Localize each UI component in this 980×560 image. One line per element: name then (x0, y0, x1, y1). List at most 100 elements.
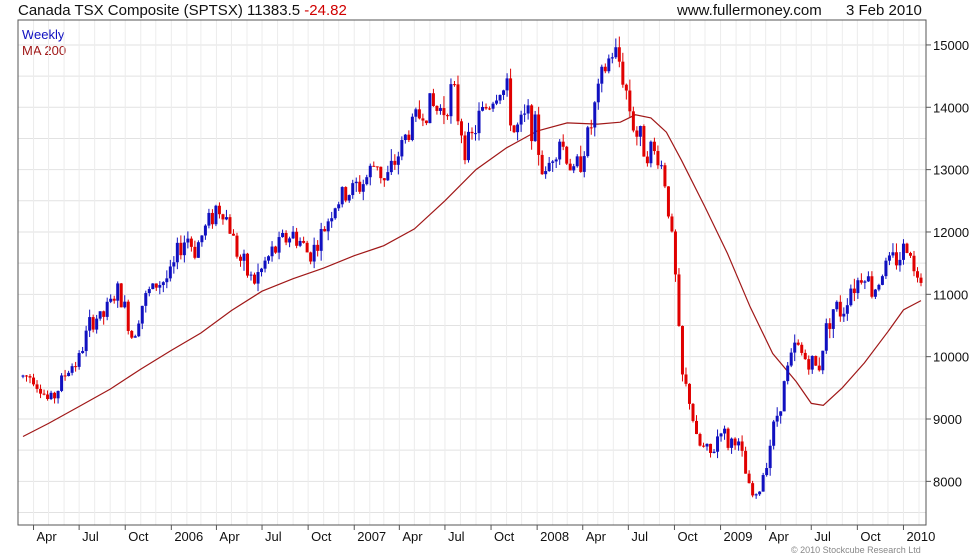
weekly-bar-body (908, 252, 912, 256)
weekly-bar-body (716, 436, 720, 452)
weekly-bar-body (540, 154, 544, 175)
weekly-bar-body (354, 181, 358, 184)
weekly-bar-body (870, 276, 874, 297)
weekly-bar-body (477, 110, 481, 134)
weekly-bar-body (270, 246, 274, 257)
weekly-bar-body (652, 141, 656, 152)
weekly-bar-body (544, 171, 548, 175)
x-tick-label: Apr (769, 529, 790, 544)
weekly-bar-body (49, 392, 53, 400)
weekly-bar-body (712, 451, 716, 453)
weekly-bar-body (600, 66, 604, 84)
y-tick-label: 10000 (933, 350, 969, 365)
weekly-bar-body (873, 289, 877, 297)
x-tick-label: Oct (677, 529, 698, 544)
weekly-bar-body (723, 428, 727, 434)
weekly-bar-body (561, 141, 565, 147)
weekly-bar-body (537, 114, 541, 155)
weekly-bar-body (428, 93, 432, 124)
weekly-bar-body (754, 494, 758, 496)
title-change: -24.82 (304, 2, 347, 19)
chart-header: Canada TSX Composite (SPTSX) 11383.5 -24… (0, 0, 980, 22)
weekly-bar-body (186, 238, 190, 243)
weekly-bar-body (56, 390, 60, 399)
weekly-bar-body (894, 252, 898, 266)
weekly-bar-body (488, 108, 492, 110)
weekly-bar-body (526, 105, 530, 114)
weekly-bar-body (414, 109, 418, 117)
weekly-bar-body (772, 421, 776, 446)
weekly-bar-body (435, 105, 439, 111)
weekly-bar-body (793, 342, 797, 353)
weekly-bar-body (642, 126, 646, 157)
weekly-bar-body (175, 242, 179, 263)
weekly-bar-body (123, 301, 127, 308)
weekly-bar-body (740, 441, 744, 451)
weekly-bar-body (112, 298, 116, 301)
weekly-bar-body (628, 90, 632, 112)
weekly-bar-body (449, 84, 453, 117)
weekly-bar-body (849, 288, 853, 306)
weekly-bar-body (323, 228, 327, 232)
x-tick-label: 2008 (540, 529, 569, 544)
weekly-bar-body (859, 280, 863, 283)
weekly-bar-body (828, 323, 832, 329)
weekly-bar-body (217, 205, 221, 215)
weekly-bar-body (624, 84, 628, 91)
weekly-bar-body (53, 392, 57, 399)
weekly-bar-body (512, 125, 516, 133)
copyright-note: © 2010 Stockcube Research Ltd (791, 545, 921, 555)
weekly-bar-body (196, 242, 200, 258)
x-tick-label: Oct (494, 529, 515, 544)
weekly-bar-body (635, 130, 639, 137)
weekly-bar-body (800, 344, 804, 353)
weekly-bar-body (105, 301, 109, 317)
weekly-bar-body (666, 186, 670, 217)
weekly-bar-body (214, 205, 218, 225)
weekly-bar-body (705, 443, 709, 447)
weekly-bar-body (491, 103, 495, 109)
weekly-bar-body (84, 330, 88, 352)
weekly-bar-body (610, 57, 614, 59)
weekly-bar-body (25, 375, 29, 377)
weekly-bar-body (509, 78, 513, 126)
weekly-bar-body (358, 181, 362, 192)
weekly-bar-body (649, 141, 653, 164)
weekly-bar-body (305, 242, 309, 253)
ma-200-line (22, 114, 922, 438)
weekly-bar-body (130, 330, 134, 338)
weekly-bar-body (572, 166, 576, 171)
weekly-bar-body (547, 162, 551, 172)
weekly-bar-body (474, 133, 478, 135)
weekly-bar-body (817, 365, 821, 371)
weekly-bar-body (687, 383, 691, 404)
weekly-bar-body (158, 285, 162, 288)
weekly-bar-body (747, 473, 751, 484)
weekly-bar-body (761, 475, 765, 492)
weekly-bar-body (775, 415, 779, 422)
weekly-bar-body (386, 172, 390, 181)
weekly-bar-body (744, 450, 748, 474)
weekly-bar-body (719, 433, 723, 437)
weekly-bar-body (579, 156, 583, 172)
site-url: www.fullermoney.com (677, 2, 822, 19)
weekly-bar-body (656, 151, 660, 166)
weekly-bar-body (147, 289, 151, 294)
weekly-bar-body (193, 246, 197, 258)
weekly-bar-body (498, 94, 502, 101)
weekly-bar-body (796, 342, 800, 345)
weekly-bar-body (905, 243, 909, 253)
y-tick-label: 11000 (933, 287, 968, 302)
weekly-bar-body (614, 47, 618, 58)
weekly-bar-body (730, 438, 734, 448)
weekly-bar-body (607, 58, 611, 72)
weekly-bar-body (274, 246, 278, 253)
weekly-bar-body (309, 252, 313, 262)
weekly-bar-body (372, 165, 376, 167)
weekly-bar-body (421, 118, 425, 121)
weekly-bar-body (347, 195, 351, 201)
weekly-bar-body (459, 121, 463, 136)
weekly-bar-body (277, 237, 281, 253)
y-tick-label: 9000 (933, 412, 962, 427)
